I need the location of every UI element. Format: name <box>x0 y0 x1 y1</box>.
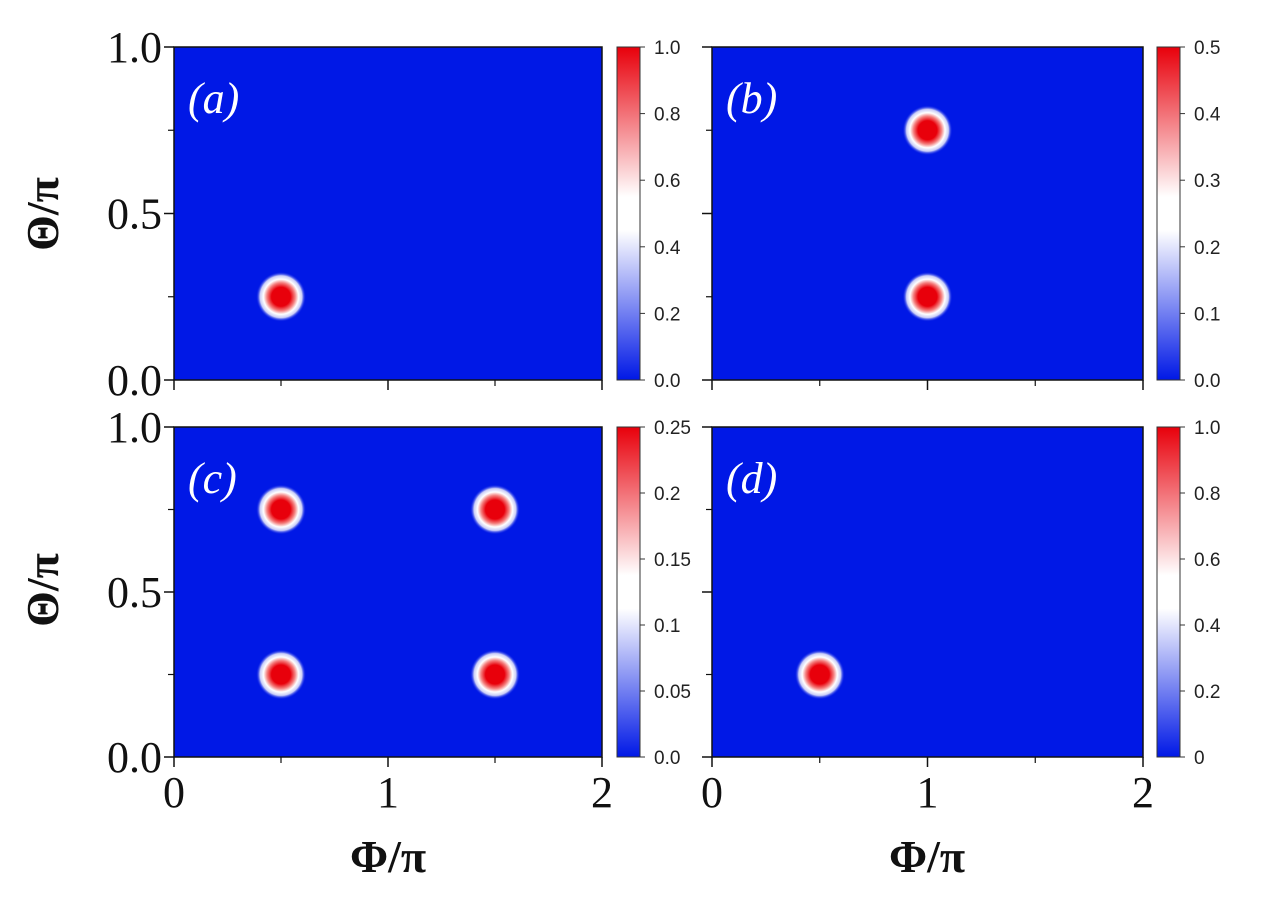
panel-a-colorbar-tick-label: 0.2 <box>654 304 680 325</box>
panel-b-colorbar-tick-label: 0.5 <box>1194 38 1220 59</box>
panel-d-colorbar-tick-label: 0.4 <box>1194 616 1221 637</box>
panel-c-colorbar-tick-label: 0.05 <box>654 682 691 703</box>
panel-a-colorbar-tick-label: 0.6 <box>654 171 680 192</box>
panel-a-colorbar-tick-label: 0.0 <box>654 371 680 392</box>
panel-a-colorbar-tick-label: 0.8 <box>654 105 680 126</box>
panel-d-colorbar-tick-label: 0.2 <box>1194 682 1220 703</box>
panel-b-peak-1 <box>902 105 953 156</box>
panel-d-colorbar-tick-label: 0.8 <box>1194 484 1220 505</box>
panel-c-ytick-label: 0.0 <box>107 733 162 782</box>
panel-b-colorbar: 0.0 0.1 0.2 0.3 0.4 0.5 <box>1156 38 1221 392</box>
panel-d-colorbar-tick-label: 0.6 <box>1194 550 1220 571</box>
panel-d-colorbar-tick-label: 0 <box>1194 748 1205 769</box>
panel-c-peak-3 <box>256 649 306 700</box>
panel-b-colorbar-tick-label: 0.0 <box>1194 371 1220 392</box>
panel-c-peak-4 <box>470 649 520 700</box>
panel-c-ytick-label: 1.0 <box>107 403 162 452</box>
panel-a-ytick-label: 0.5 <box>107 190 162 239</box>
panel-a-ytick-label: 1.0 <box>107 23 162 72</box>
panel-d-xtick-label: 2 <box>1132 768 1154 817</box>
panel-c-colorbar-bar <box>616 426 641 758</box>
panel-c: 0.0 0.5 1.0 0 1 2 (c) 0.0 0.05 0.1 0.15 0.2 0.25 <box>107 403 691 817</box>
panel-a-colorbar-tick-label: 1.0 <box>654 38 680 59</box>
panel-a-peak-1 <box>256 271 306 322</box>
panel-b-colorbar-tick-label: 0.1 <box>1194 304 1220 325</box>
panel-a-colorbar-tick-label: 0.4 <box>654 238 681 259</box>
panel-a-colorbar-bar <box>616 46 641 381</box>
panel-b-colorbar-bar <box>1156 46 1181 381</box>
x-axis-label-right: Φ/π <box>889 831 965 882</box>
panel-c-colorbar-tick-label: 0.1 <box>654 616 680 637</box>
panel-c-xtick-label: 1 <box>377 768 399 817</box>
panel-c-xtick-label: 2 <box>591 768 613 817</box>
y-axis-label-bottom: Θ/π <box>17 553 68 627</box>
panel-b: (b) 0.0 0.1 0.2 0.3 0.4 0.5 <box>702 38 1221 392</box>
panel-a-label: (a) <box>188 74 239 123</box>
panel-c-colorbar-tick-label: 0.2 <box>654 484 680 505</box>
panel-b-plot-area <box>712 47 1143 380</box>
axis-labels: Θ/π Θ/π Φ/π Φ/π <box>17 177 965 882</box>
panel-a-plot-area <box>174 47 602 380</box>
panel-a: 0.0 0.5 1.0 (a) 0.0 0.2 0.4 0.6 0.8 1.0 <box>107 23 681 405</box>
panel-d-colorbar-bar <box>1156 426 1181 758</box>
panel-c-colorbar: 0.0 0.05 0.1 0.15 0.2 0.25 <box>616 418 691 769</box>
panel-d-xtick-label: 0 <box>701 768 723 817</box>
panel-c-xtick-label: 0 <box>163 768 185 817</box>
panel-b-peak-2 <box>902 271 953 322</box>
y-axis-label-top: Θ/π <box>17 177 68 251</box>
panel-a-colorbar: 0.0 0.2 0.4 0.6 0.8 1.0 <box>616 38 681 392</box>
panel-b-label: (b) <box>726 74 777 123</box>
panel-d-plot-area <box>712 427 1143 757</box>
panel-c-colorbar-tick-label: 0.0 <box>654 748 680 769</box>
panel-c-peak-2 <box>470 484 520 535</box>
panel-d: 0 1 2 (d) 0 0.2 0.4 0.6 0.8 1.0 <box>701 418 1221 817</box>
panel-c-plot-area <box>174 427 602 757</box>
panel-c-ytick-label: 0.5 <box>107 568 162 617</box>
panel-b-colorbar-tick-label: 0.4 <box>1194 105 1221 126</box>
panel-c-colorbar-tick-label: 0.25 <box>654 418 691 439</box>
panel-d-peak-1 <box>794 649 845 700</box>
panel-c-peak-1 <box>256 484 306 535</box>
panel-c-label: (c) <box>188 454 237 503</box>
panel-d-colorbar: 0 0.2 0.4 0.6 0.8 1.0 <box>1156 418 1221 769</box>
panel-d-label: (d) <box>726 454 777 503</box>
panel-d-colorbar-tick-label: 1.0 <box>1194 418 1220 439</box>
panel-c-colorbar-tick-label: 0.15 <box>654 550 691 571</box>
panels: 0.00.51.0(a)0.00.20.40.60.81.0(b)0.00.10… <box>107 23 1221 817</box>
panel-d-xtick-label: 1 <box>917 768 939 817</box>
panel-b-colorbar-tick-label: 0.3 <box>1194 171 1220 192</box>
panel-a-ytick-label: 0.0 <box>107 356 162 405</box>
x-axis-label-left: Φ/π <box>350 831 426 882</box>
panel-b-colorbar-tick-label: 0.2 <box>1194 238 1220 259</box>
